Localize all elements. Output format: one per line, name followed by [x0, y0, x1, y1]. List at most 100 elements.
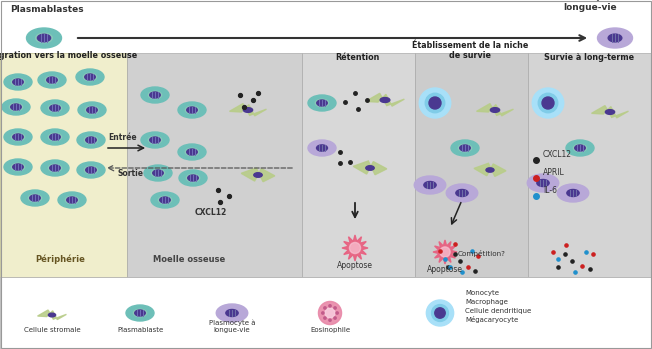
Ellipse shape	[30, 195, 40, 201]
Polygon shape	[477, 104, 514, 116]
Ellipse shape	[216, 304, 248, 322]
Ellipse shape	[67, 197, 77, 203]
Ellipse shape	[150, 92, 160, 98]
Ellipse shape	[85, 74, 95, 80]
Ellipse shape	[178, 102, 206, 118]
Ellipse shape	[9, 103, 23, 111]
Ellipse shape	[185, 148, 199, 156]
Ellipse shape	[429, 97, 441, 109]
Ellipse shape	[458, 144, 471, 152]
Ellipse shape	[490, 107, 499, 112]
Ellipse shape	[28, 194, 42, 202]
Ellipse shape	[321, 312, 324, 314]
Bar	[0, 277, 652, 349]
Ellipse shape	[316, 99, 329, 107]
Ellipse shape	[65, 196, 79, 204]
Ellipse shape	[188, 175, 198, 181]
Ellipse shape	[83, 73, 96, 81]
Text: IL-6: IL-6	[543, 186, 557, 195]
Text: Mégacaryocyte: Mégacaryocyte	[465, 316, 518, 323]
Ellipse shape	[149, 136, 162, 144]
Ellipse shape	[349, 243, 361, 253]
Ellipse shape	[537, 179, 549, 186]
Ellipse shape	[141, 87, 169, 103]
Polygon shape	[353, 161, 387, 175]
Text: CXCL12: CXCL12	[543, 150, 572, 159]
Text: Périphérie: Périphérie	[35, 254, 85, 264]
Ellipse shape	[186, 107, 198, 113]
Bar	[302, 53, 415, 277]
Ellipse shape	[4, 129, 32, 145]
Ellipse shape	[48, 313, 55, 317]
Ellipse shape	[318, 302, 342, 325]
Ellipse shape	[325, 308, 335, 318]
Ellipse shape	[308, 140, 336, 156]
Text: Entrée: Entrée	[108, 133, 137, 142]
Ellipse shape	[440, 247, 450, 257]
Ellipse shape	[11, 163, 25, 171]
Ellipse shape	[48, 104, 62, 112]
Ellipse shape	[254, 173, 262, 177]
Ellipse shape	[21, 190, 49, 206]
Ellipse shape	[46, 76, 59, 84]
Ellipse shape	[13, 134, 23, 140]
Ellipse shape	[566, 140, 594, 156]
Ellipse shape	[597, 28, 632, 48]
Bar	[415, 53, 528, 277]
Text: Cellule stromale: Cellule stromale	[23, 327, 80, 333]
Ellipse shape	[160, 197, 170, 203]
Ellipse shape	[84, 136, 98, 144]
Ellipse shape	[149, 91, 162, 99]
Ellipse shape	[41, 129, 69, 145]
Ellipse shape	[308, 95, 336, 111]
Ellipse shape	[11, 78, 25, 86]
Ellipse shape	[85, 106, 98, 114]
Text: Plasmablaste: Plasmablaste	[117, 327, 163, 333]
Ellipse shape	[573, 144, 587, 152]
Ellipse shape	[424, 181, 436, 188]
Ellipse shape	[605, 110, 615, 114]
Ellipse shape	[150, 137, 160, 143]
Ellipse shape	[86, 167, 96, 173]
Ellipse shape	[366, 166, 374, 170]
Ellipse shape	[158, 196, 171, 204]
Text: CXCL12: CXCL12	[195, 208, 228, 217]
Ellipse shape	[426, 300, 454, 326]
Ellipse shape	[77, 162, 105, 178]
Bar	[528, 53, 652, 277]
Ellipse shape	[186, 149, 198, 155]
Ellipse shape	[135, 310, 145, 316]
Ellipse shape	[527, 174, 559, 192]
Ellipse shape	[575, 145, 585, 151]
Text: Apoptose: Apoptose	[427, 265, 463, 274]
Ellipse shape	[425, 93, 445, 113]
Text: Compétition?: Compétition?	[458, 250, 506, 257]
Ellipse shape	[414, 176, 446, 194]
Ellipse shape	[153, 170, 163, 176]
Ellipse shape	[84, 166, 98, 174]
Polygon shape	[433, 240, 457, 264]
Ellipse shape	[50, 165, 60, 171]
Ellipse shape	[48, 164, 62, 172]
Bar	[0, 53, 127, 277]
Text: Macrophage: Macrophage	[465, 299, 508, 305]
Ellipse shape	[58, 192, 86, 208]
Ellipse shape	[451, 140, 479, 156]
Text: Migration vers la moelle osseuse: Migration vers la moelle osseuse	[0, 51, 138, 60]
Polygon shape	[474, 163, 506, 176]
Ellipse shape	[77, 132, 105, 148]
Text: Plasmocyte à
longue-vie: Plasmocyte à longue-vie	[209, 319, 255, 333]
Ellipse shape	[336, 312, 338, 314]
Ellipse shape	[324, 307, 326, 309]
Ellipse shape	[86, 137, 96, 143]
Ellipse shape	[11, 133, 25, 141]
Ellipse shape	[226, 310, 238, 317]
Ellipse shape	[13, 79, 23, 85]
Ellipse shape	[36, 33, 52, 43]
Ellipse shape	[334, 307, 336, 309]
Ellipse shape	[539, 93, 557, 113]
Ellipse shape	[178, 144, 206, 160]
Ellipse shape	[542, 97, 554, 109]
Ellipse shape	[134, 309, 147, 317]
Ellipse shape	[47, 77, 57, 83]
